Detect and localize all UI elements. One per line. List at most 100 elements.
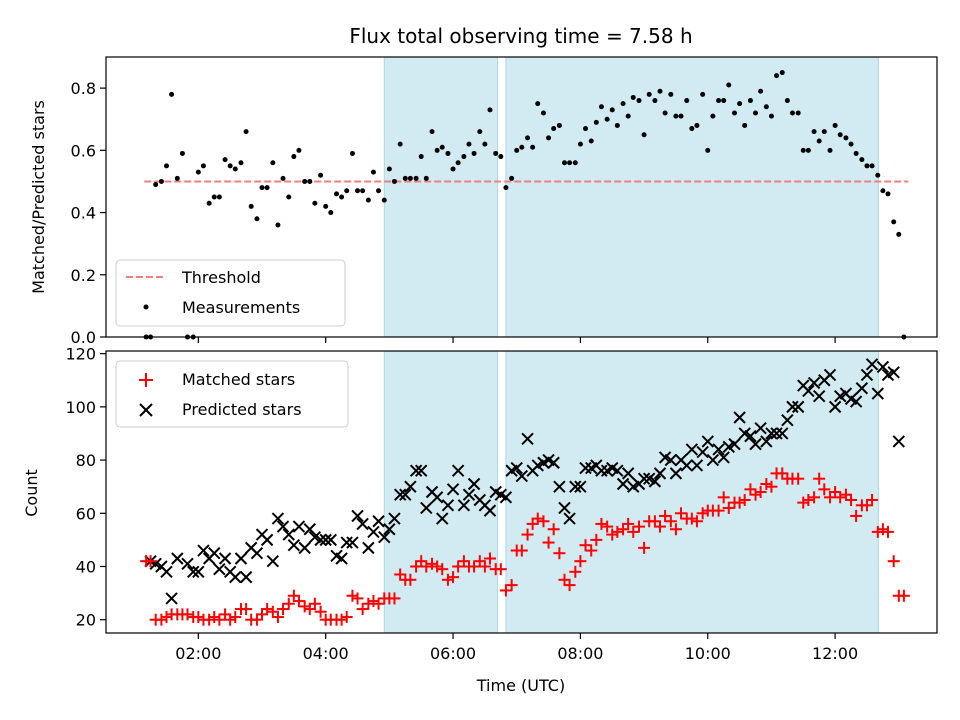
predicted-point-33 xyxy=(324,533,337,547)
predicted-point-132 xyxy=(849,395,863,408)
measurement-point-85 xyxy=(593,119,599,125)
measurement-point-124 xyxy=(800,147,806,153)
measurement-point-6 xyxy=(174,175,180,181)
top-ytick-label-1: 0.2 xyxy=(71,266,96,285)
top-shaded-span-0 xyxy=(383,56,499,338)
matched-point-44 xyxy=(372,597,385,610)
predicted-point-70 xyxy=(521,432,534,445)
measurement-point-101 xyxy=(678,113,684,119)
matched-point-90 xyxy=(617,523,630,536)
matched-point-26 xyxy=(277,603,290,616)
predicted-point-128 xyxy=(828,400,842,414)
matched-point-84 xyxy=(585,544,598,557)
bottom-ylabel: Count xyxy=(22,469,41,517)
measurement-point-59 xyxy=(455,160,461,166)
matched-point-41 xyxy=(356,603,369,616)
matched-point-68 xyxy=(499,584,512,597)
predicted-point-40 xyxy=(362,541,375,555)
matched-point-93 xyxy=(632,520,645,533)
predicted-point-135 xyxy=(865,358,879,371)
matched-point-120 xyxy=(776,467,789,480)
measurement-point-71 xyxy=(519,144,525,150)
predicted-point-21 xyxy=(260,533,274,547)
predicted-point-55 xyxy=(441,499,455,512)
matched-point-24 xyxy=(266,605,279,618)
bottom-ytick-label-4: 100 xyxy=(65,398,96,417)
measurement-point-75 xyxy=(540,110,546,116)
measurement-point-41 xyxy=(360,188,366,194)
matched-point-65 xyxy=(483,552,496,565)
matched-point-80 xyxy=(563,579,576,592)
bottom-xtick-label-4: 10:00 xyxy=(685,644,731,663)
predicted-point-32 xyxy=(319,533,332,547)
measurement-point-126 xyxy=(811,129,817,135)
measurement-point-58 xyxy=(450,166,456,172)
measurement-point-65 xyxy=(487,107,493,113)
top-shaded-span-1 xyxy=(505,56,879,338)
predicted-point-95 xyxy=(653,467,667,480)
measurement-point-5 xyxy=(169,91,175,97)
measurement-point-100 xyxy=(673,113,679,119)
predicted-point-79 xyxy=(569,480,582,493)
predicted-point-127 xyxy=(823,368,837,382)
measurement-point-43 xyxy=(370,169,376,175)
measurement-point-16 xyxy=(227,163,233,169)
measurement-point-94 xyxy=(641,132,647,138)
matched-point-3 xyxy=(155,613,168,626)
measurement-point-119 xyxy=(774,73,780,79)
matched-point-1 xyxy=(144,555,157,568)
predicted-point-22 xyxy=(266,554,280,568)
measurement-point-138 xyxy=(875,172,881,178)
measurement-point-90 xyxy=(620,101,626,107)
predicted-point-113 xyxy=(749,437,762,451)
predicted-point-105 xyxy=(706,453,720,467)
bottom-panel-frame xyxy=(105,350,938,634)
measurement-point-27 xyxy=(286,194,292,200)
legend-measurement-swatch xyxy=(143,304,149,310)
measurement-point-97 xyxy=(657,88,663,94)
matched-point-42 xyxy=(362,597,375,610)
top-ytick-label-0: 0.0 xyxy=(71,328,96,347)
legend-predicted-label: Predicted stars xyxy=(182,400,302,419)
predicted-point-104 xyxy=(701,435,714,448)
matched-point-85 xyxy=(590,533,603,546)
measurement-point-10 xyxy=(195,169,201,175)
matched-point-56 xyxy=(436,563,449,576)
measurement-point-11 xyxy=(200,163,206,169)
matched-point-21 xyxy=(250,613,263,626)
measurement-point-44 xyxy=(376,188,382,194)
measurement-point-139 xyxy=(880,188,886,194)
matched-point-25 xyxy=(271,611,284,624)
predicted-point-53 xyxy=(430,491,444,504)
measurement-point-35 xyxy=(328,210,334,216)
top-ytick-label-2: 0.4 xyxy=(71,204,96,223)
predicted-point-76 xyxy=(553,480,566,493)
matched-point-47 xyxy=(388,592,401,605)
predicted-point-26 xyxy=(287,539,301,552)
top-shaded-spans xyxy=(383,56,879,338)
matched-point-31 xyxy=(303,603,316,616)
measurement-point-18 xyxy=(238,160,244,166)
measurement-point-92 xyxy=(630,94,636,100)
matched-point-32 xyxy=(308,597,321,610)
measurement-point-121 xyxy=(784,98,790,104)
matched-point-94 xyxy=(638,541,651,554)
matched-point-98 xyxy=(659,509,672,522)
matched-point-38 xyxy=(340,611,353,624)
measurement-point-114 xyxy=(747,98,753,104)
measurement-point-116 xyxy=(758,88,764,94)
measurement-point-134 xyxy=(853,150,859,156)
measurement-point-37 xyxy=(339,194,345,200)
matched-point-83 xyxy=(579,539,592,552)
matched-point-27 xyxy=(282,597,295,610)
matched-point-12 xyxy=(203,613,216,626)
matched-point-77 xyxy=(547,523,560,536)
predicted-point-24 xyxy=(276,520,290,533)
measurement-point-125 xyxy=(805,147,811,153)
measurement-point-25 xyxy=(275,222,281,228)
measurement-point-82 xyxy=(577,141,583,147)
predicted-point-23 xyxy=(271,512,285,525)
measurement-point-12 xyxy=(206,200,212,206)
predicted-point-102 xyxy=(690,459,704,472)
matched-point-103 xyxy=(685,512,698,525)
